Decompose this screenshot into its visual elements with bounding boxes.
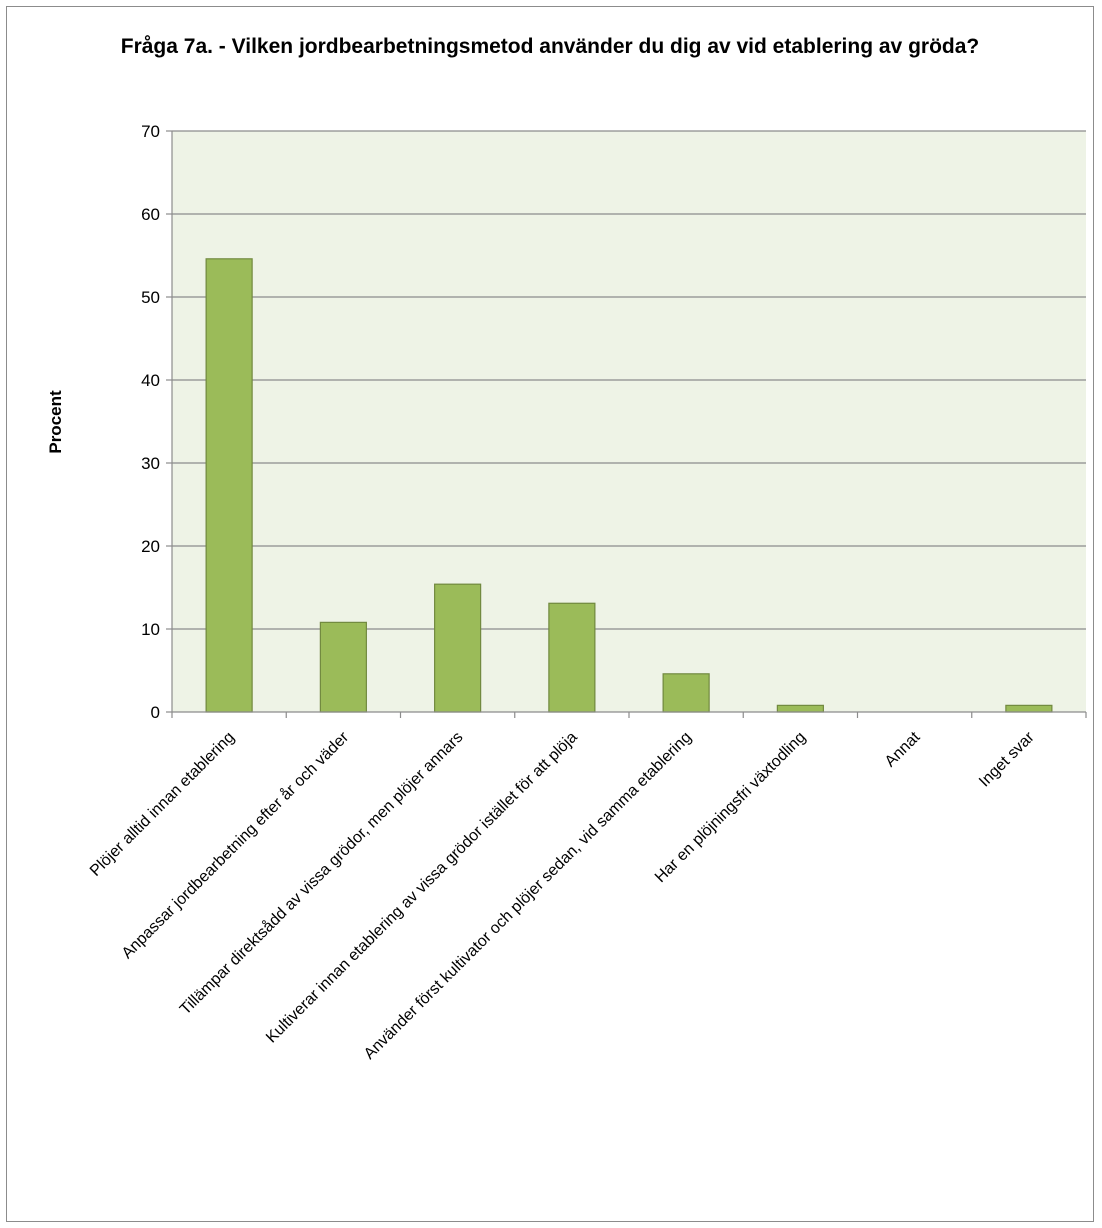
y-tick-label: 10 <box>141 620 160 639</box>
x-tick-label: Inget svar <box>976 728 1038 790</box>
chart-title: Fråga 7a. - Vilken jordbearbetningsmetod… <box>120 35 980 58</box>
y-tick-label: 60 <box>141 205 160 224</box>
x-tick-label: Anpassar jordbearbetning efter år och vä… <box>118 728 353 963</box>
plot-background <box>172 131 1086 712</box>
y-tick-label: 50 <box>141 288 160 307</box>
bars <box>205 258 1053 713</box>
axes <box>166 130 1087 718</box>
bar <box>319 621 367 713</box>
x-tick-label: Annat <box>882 728 924 770</box>
bar <box>776 704 824 713</box>
plot-area <box>172 131 1086 712</box>
bar <box>548 602 596 713</box>
y-tick-label: 70 <box>141 122 160 141</box>
y-tick-label: 30 <box>141 454 160 473</box>
bar <box>662 673 710 713</box>
bar <box>434 583 482 713</box>
y-tick-label: 40 <box>141 371 160 390</box>
y-tick-label: 0 <box>151 703 160 722</box>
y-tick-label: 20 <box>141 537 160 556</box>
bar <box>205 258 253 713</box>
bar <box>1005 704 1053 713</box>
